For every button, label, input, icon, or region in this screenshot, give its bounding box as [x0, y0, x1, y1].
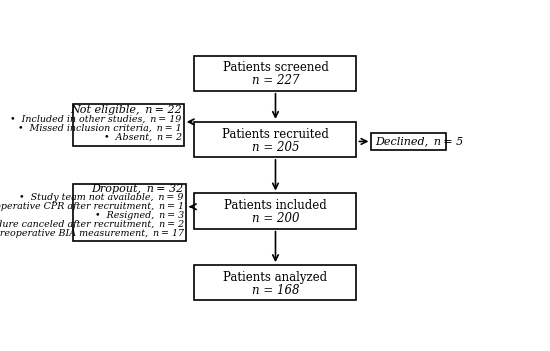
- Text: Dropout,  n = 32: Dropout, n = 32: [92, 184, 184, 194]
- Text: •  Procedure canceled after recruitment,  n = 2: • Procedure canceled after recruitment, …: [0, 220, 184, 229]
- Text: •  No preoperative BIA measurement,  n = 17: • No preoperative BIA measurement, n = 1…: [0, 229, 184, 238]
- Text: •  Study team not available,  n = 9: • Study team not available, n = 9: [19, 193, 184, 203]
- Text: Declined,  n = 5: Declined, n = 5: [375, 137, 463, 146]
- Text: Patients recruited: Patients recruited: [222, 128, 329, 141]
- Text: •  Preoperative CPR after recruitment,  n = 1: • Preoperative CPR after recruitment, n …: [0, 202, 184, 211]
- Text: n = 200: n = 200: [252, 212, 299, 225]
- Text: Patients included: Patients included: [224, 199, 327, 212]
- FancyBboxPatch shape: [73, 104, 184, 146]
- Text: n = 168: n = 168: [252, 284, 299, 297]
- FancyBboxPatch shape: [73, 184, 186, 241]
- FancyBboxPatch shape: [195, 193, 356, 229]
- Text: Patients screened: Patients screened: [223, 61, 328, 74]
- FancyBboxPatch shape: [371, 133, 446, 150]
- Text: Not eligible,  n = 22: Not eligible, n = 22: [70, 105, 182, 115]
- FancyBboxPatch shape: [195, 56, 356, 91]
- Text: •  Absent,  n = 2: • Absent, n = 2: [104, 133, 182, 142]
- Text: •  Included in other studies,  n = 19: • Included in other studies, n = 19: [10, 114, 182, 124]
- Text: n = 205: n = 205: [252, 141, 299, 154]
- Text: •  Missed inclusion criteria,  n = 1: • Missed inclusion criteria, n = 1: [18, 124, 182, 133]
- Text: n = 227: n = 227: [252, 74, 299, 87]
- FancyBboxPatch shape: [195, 265, 356, 300]
- Text: Patients analyzed: Patients analyzed: [223, 271, 328, 284]
- FancyBboxPatch shape: [195, 122, 356, 157]
- Text: •  Resigned,  n = 3: • Resigned, n = 3: [95, 211, 184, 220]
